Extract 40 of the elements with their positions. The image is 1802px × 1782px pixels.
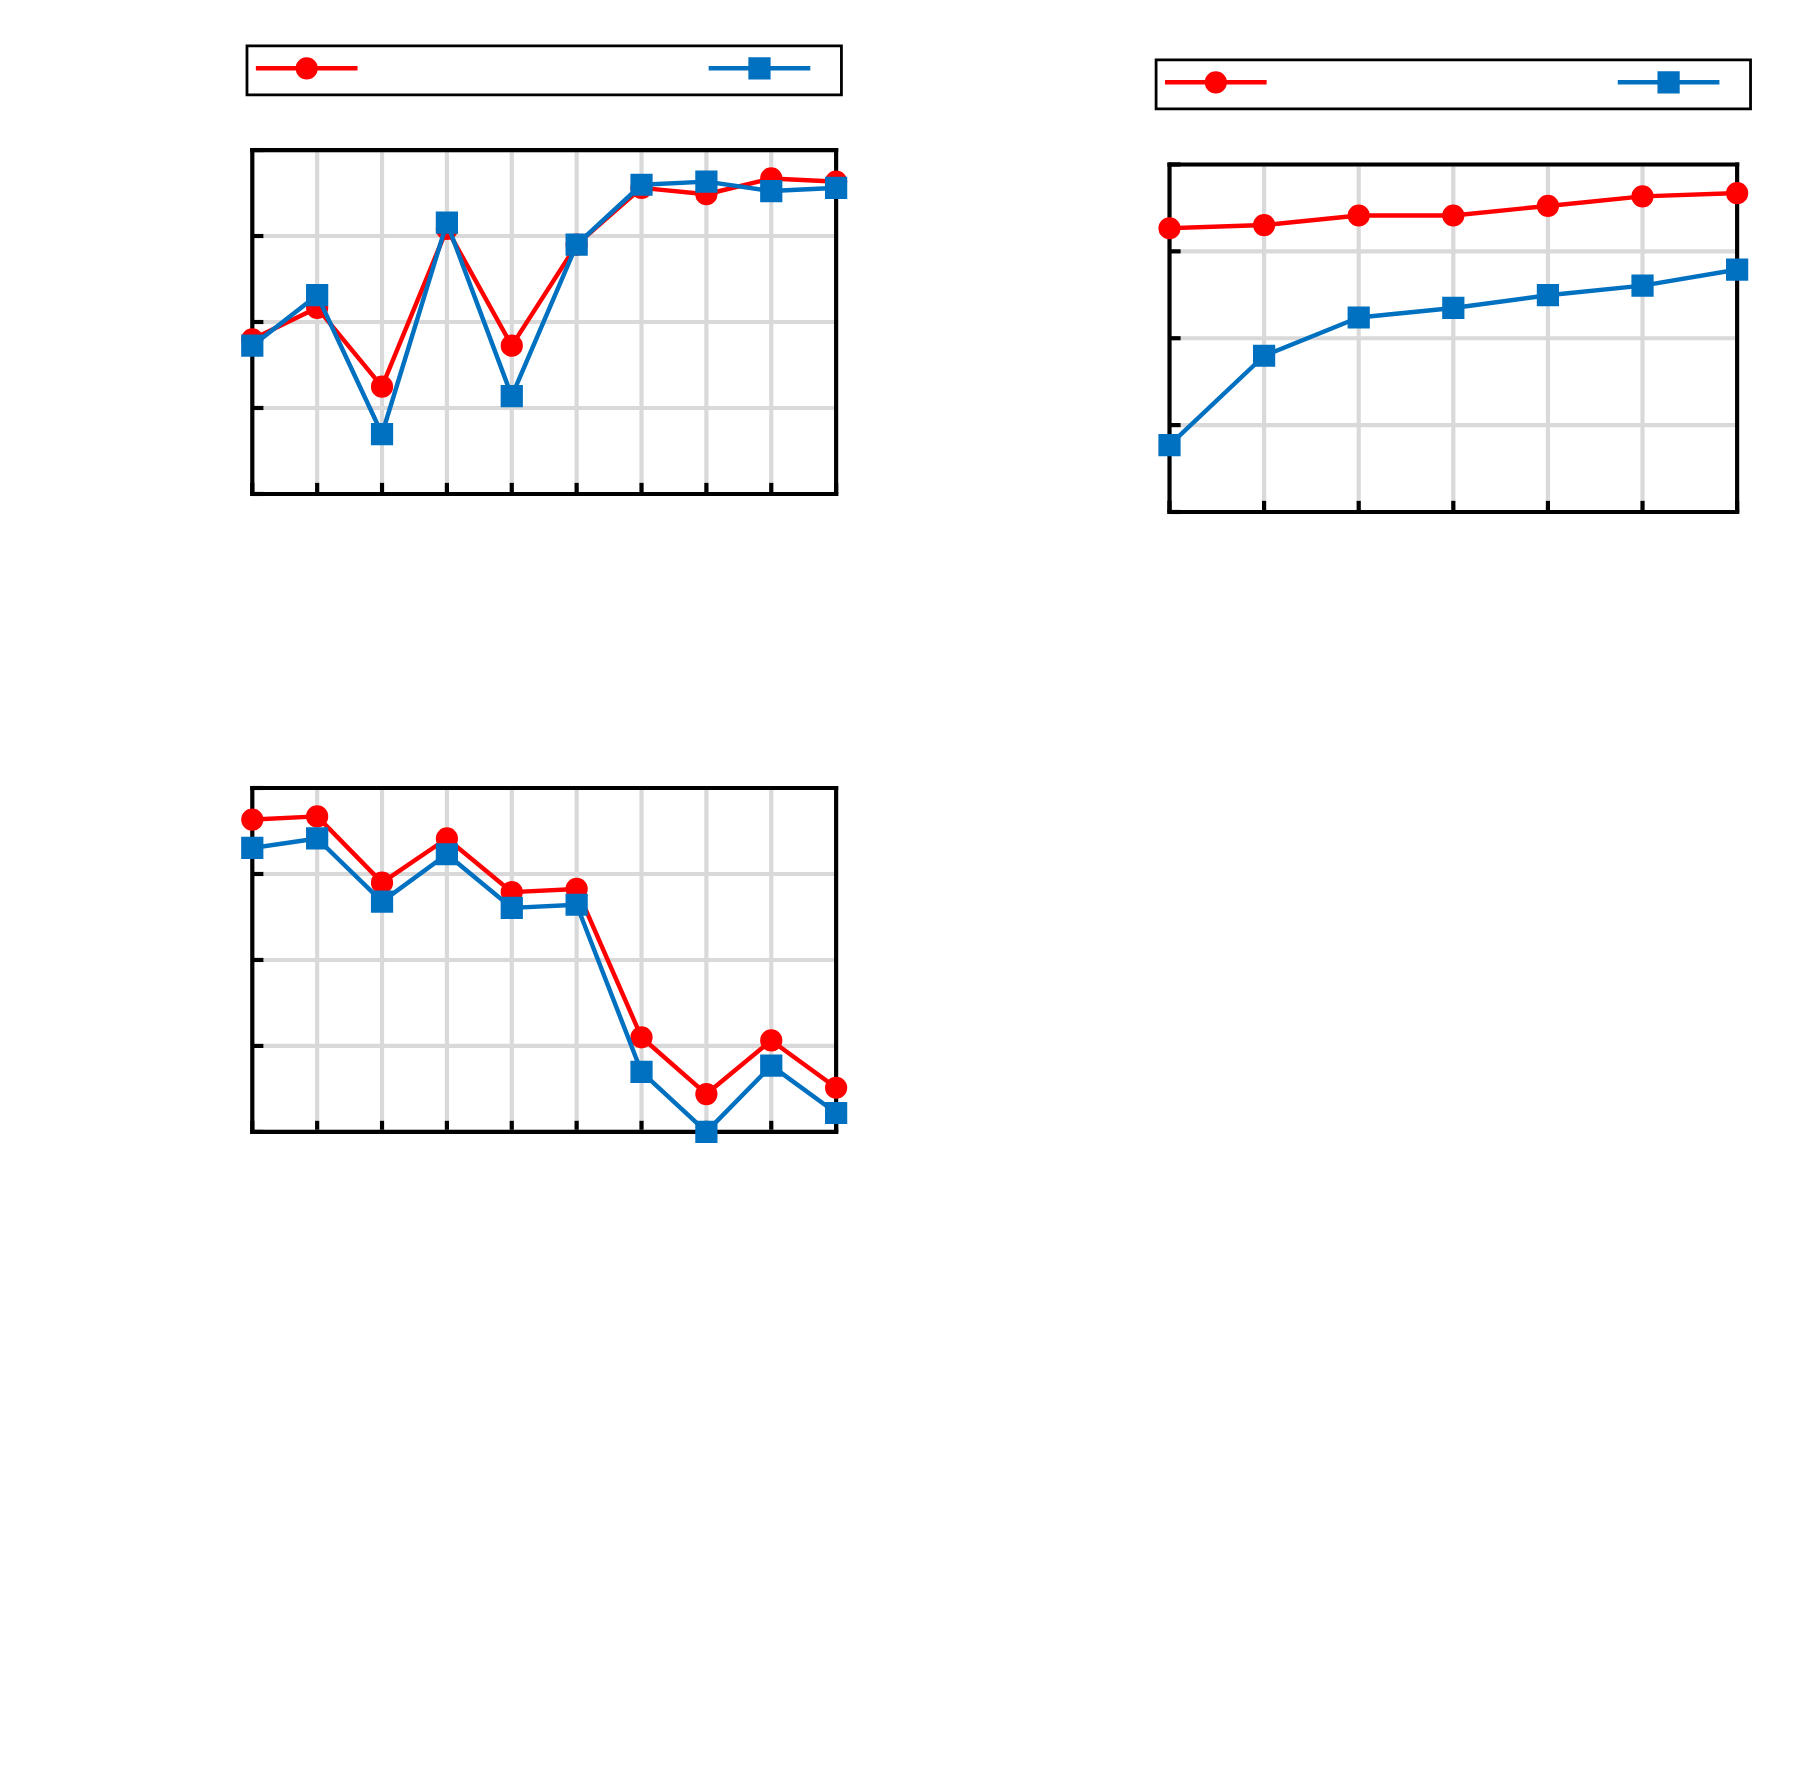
point (306, 284, 329, 307)
point (1158, 433, 1181, 457)
point (630, 1026, 653, 1049)
point (241, 808, 264, 831)
point (1536, 284, 1560, 307)
point (500, 896, 523, 920)
point (695, 170, 718, 193)
point (695, 1082, 718, 1106)
point (500, 385, 523, 408)
point (760, 1054, 783, 1077)
point (1347, 306, 1370, 329)
point (1726, 182, 1749, 205)
point (435, 843, 459, 866)
point (1442, 296, 1465, 320)
point (1726, 258, 1749, 281)
point (760, 179, 783, 203)
point (306, 805, 329, 828)
point (1442, 204, 1465, 227)
point (241, 334, 264, 357)
point (1252, 344, 1276, 367)
point (306, 827, 329, 850)
point (825, 176, 848, 200)
point (825, 1076, 848, 1099)
point (370, 422, 394, 446)
point (760, 1029, 783, 1052)
point (500, 334, 523, 357)
point (1252, 213, 1276, 237)
point (695, 1120, 718, 1144)
point (1347, 204, 1370, 227)
point (565, 893, 588, 916)
point (241, 836, 264, 860)
point (370, 890, 394, 913)
point (1536, 194, 1560, 218)
point (630, 1060, 653, 1084)
point (1631, 185, 1654, 208)
point (370, 375, 394, 398)
point (825, 1101, 848, 1125)
point (435, 211, 459, 234)
point (1631, 274, 1654, 297)
point (1158, 217, 1181, 240)
